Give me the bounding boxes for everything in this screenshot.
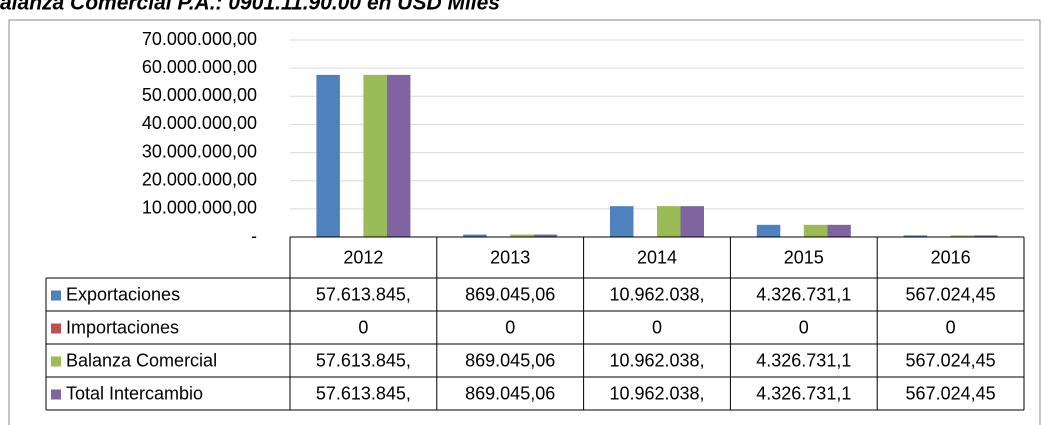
table-value: 567.024,45 [906,350,996,370]
legend-label: Importaciones [66,317,179,337]
legend-key [51,323,61,334]
chart-title: alanza Comercial P.A.: 0901.11.90.00 en … [0,0,500,15]
y-tick-label: 60.000.000,00 [142,57,257,77]
table-value: 10.962.038, [609,350,704,370]
bar [903,235,928,237]
bar [950,235,975,237]
table-value: 0 [652,317,662,337]
y-tick-label: - [251,226,257,246]
bar [756,224,781,237]
bar [363,74,387,237]
table-value: 869.045,06 [465,383,555,403]
table-value: 869.045,06 [465,284,555,304]
table-value: 0 [505,317,515,337]
legend-label: Exportaciones [66,284,180,304]
table-value: 10.962.038, [609,284,704,304]
bar [680,206,704,237]
y-tick-label: 10.000.000,00 [142,198,257,218]
bar [533,234,558,237]
y-tick-label: 50.000.000,00 [142,85,257,105]
table-value: 4.326.731,1 [756,383,851,403]
x-tick-label: 2014 [637,247,677,267]
legend-key [51,290,61,301]
x-tick-label: 2012 [343,247,383,267]
table-value: 0 [799,317,809,337]
table-value: 4.326.731,1 [756,350,851,370]
bar [803,224,828,237]
legend-key [51,389,61,400]
legend-key [51,356,61,367]
table-value: 0 [358,317,368,337]
table-value: 57.613.845, [316,284,411,304]
bar [463,234,487,237]
table-value: 57.613.845, [316,383,411,403]
chart-border [8,19,1041,425]
bar [510,234,534,237]
table-value: 869.045,06 [465,350,555,370]
bar [316,74,340,237]
table-value: 4.326.731,1 [756,284,851,304]
y-tick-label: 30.000.000,00 [142,141,257,161]
table-value: 10.962.038, [609,383,704,403]
legend-label: Balanza Comercial [66,350,217,370]
x-tick-label: 2015 [784,247,824,267]
y-tick-label: 70.000.000,00 [142,29,257,49]
y-tick-label: 40.000.000,00 [142,113,257,133]
x-tick-label: 2013 [490,247,530,267]
bar [974,235,998,237]
table-value: 567.024,45 [906,284,996,304]
bar [827,224,851,237]
table-value: 567.024,45 [906,383,996,403]
table-value: 0 [946,317,956,337]
bar [386,74,411,237]
x-tick-label: 2016 [931,247,971,267]
legend-label: Total Intercambio [66,383,203,403]
bar [657,206,681,237]
y-tick-label: 20.000.000,00 [142,169,257,189]
bar [610,206,634,237]
table-value: 57.613.845, [316,350,411,370]
